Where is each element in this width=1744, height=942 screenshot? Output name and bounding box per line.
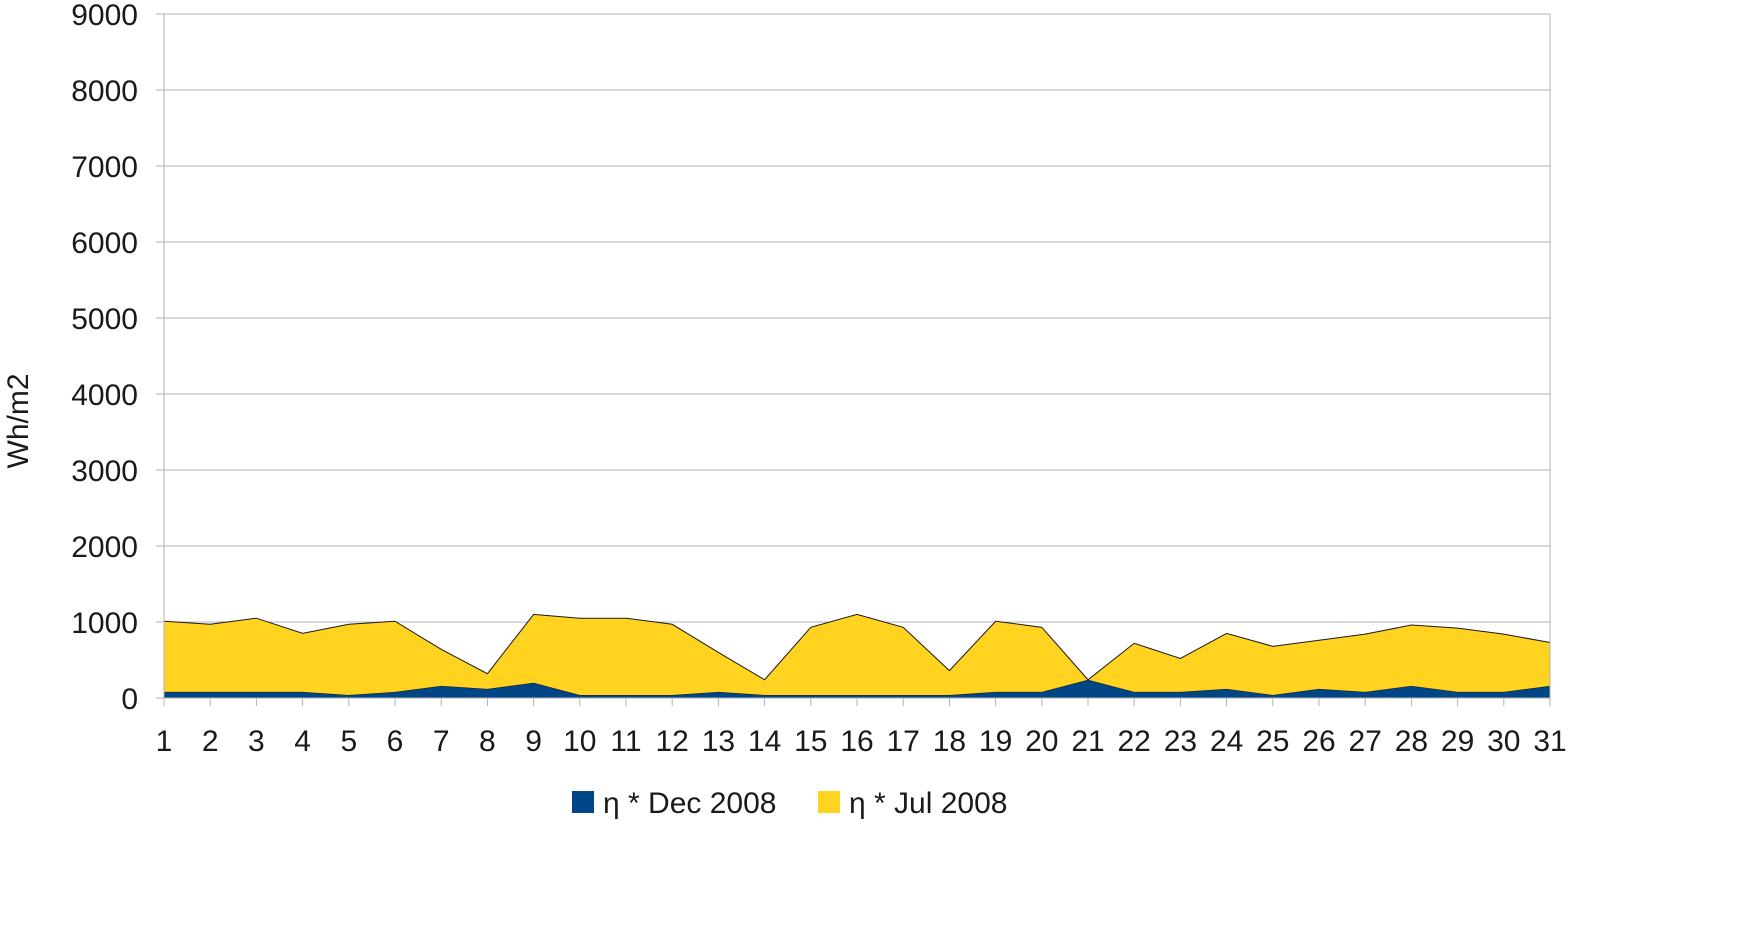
x-tick-label: 7 [433,725,450,758]
legend-label-dec-2008: η * Dec 2008 [603,787,776,820]
x-tick-label: 26 [1302,725,1335,758]
x-tick-label: 19 [979,725,1012,758]
y-tick-label: 4000 [71,379,138,412]
y-tick-label: 9000 [71,0,138,32]
x-tick-label: 10 [563,725,596,758]
legend: η * Dec 2008 η * Jul 2008 [572,787,1007,820]
x-tick-label: 3 [248,725,265,758]
y-tick-labels: 0 1000 2000 3000 4000 5000 6000 7000 8000 9000 [71,0,138,716]
area-series-dec-2008 [164,679,1550,698]
y-tick-label: 1000 [71,607,138,640]
x-tick-label: 22 [1118,725,1151,758]
x-tick-label: 14 [748,725,781,758]
x-tick-label: 5 [340,725,357,758]
x-tick-label: 30 [1487,725,1520,758]
x-tick-label: 29 [1441,725,1474,758]
x-tick-label: 8 [479,725,496,758]
x-tick-label: 27 [1349,725,1382,758]
y-tick-label: 5000 [71,303,138,336]
area-series [163,613,1551,698]
x-tick-label: 28 [1395,725,1428,758]
x-tick-label: 17 [887,725,920,758]
x-tick-label: 2 [202,725,219,758]
y-tick-label: 6000 [71,227,138,260]
x-tick-label: 25 [1256,725,1289,758]
y-tick-label: 3000 [71,455,138,488]
x-tick-label: 9 [525,725,542,758]
x-tick-label: 20 [1025,725,1058,758]
x-tick-label: 24 [1210,725,1243,758]
axes [156,13,1551,706]
legend-swatch-jul-2008 [818,791,840,813]
x-tick-label: 13 [702,725,735,758]
x-tick-label: 16 [840,725,873,758]
y-tick-label: 7000 [71,151,138,184]
x-tick-label: 12 [656,725,689,758]
y-tick-label: 8000 [71,75,138,108]
x-tick-label: 15 [794,725,827,758]
x-tick-label: 4 [294,725,311,758]
gridlines [164,13,1550,623]
x-tick-label: 6 [387,725,404,758]
y-tick-label: 2000 [71,531,138,564]
x-tick-label: 21 [1071,725,1104,758]
y-tick-label: 0 [121,683,138,716]
area-series-jul-2008 [164,614,1550,695]
y-axis-title: Wh/m2 [2,373,35,468]
x-tick-label: 11 [610,725,641,758]
x-tick-labels: 1 2 3 4 5 6 7 8 9 10 11 12 13 14 15 16 17 18 19 20 21 22 23 24 2… [156,725,1567,758]
x-tick-label: 1 [156,725,173,758]
legend-label-jul-2008: η * Jul 2008 [849,787,1007,820]
x-tick-label: 23 [1164,725,1197,758]
x-tick-label: 31 [1533,725,1566,758]
area-outline-jul-2008 [163,613,1551,681]
x-tick-label: 18 [933,725,966,758]
legend-swatch-dec-2008 [572,791,594,813]
